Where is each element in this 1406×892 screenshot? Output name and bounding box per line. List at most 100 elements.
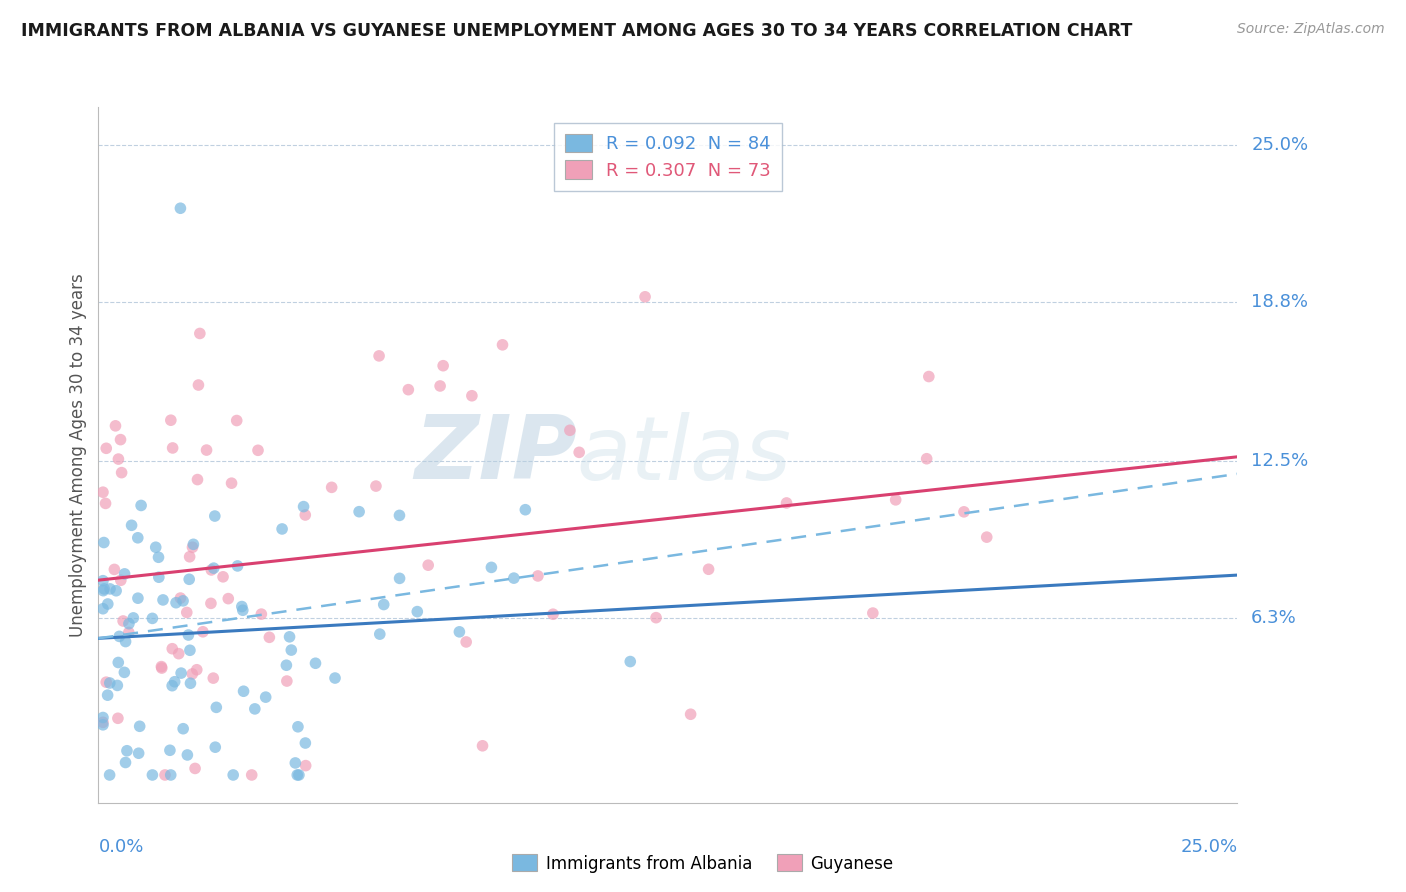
- Point: [170, 666, 193, 681]
- Point: [259, 630, 281, 644]
- Point: [471, 739, 494, 753]
- Point: [105, 583, 128, 598]
- Point: [225, 413, 247, 427]
- Point: [172, 594, 194, 608]
- Point: [406, 605, 429, 619]
- Point: [204, 509, 226, 524]
- Point: [527, 569, 550, 583]
- Point: [152, 593, 174, 607]
- Point: [284, 756, 307, 770]
- Point: [243, 702, 266, 716]
- Point: [205, 700, 228, 714]
- Point: [619, 655, 641, 669]
- Point: [148, 550, 170, 565]
- Point: [91, 718, 114, 732]
- Point: [184, 761, 207, 775]
- Point: [294, 736, 316, 750]
- Point: [150, 661, 173, 675]
- Point: [288, 768, 311, 782]
- Point: [491, 338, 513, 352]
- Point: [884, 492, 907, 507]
- Point: [127, 531, 149, 545]
- Point: [160, 679, 183, 693]
- Point: [304, 657, 326, 671]
- Point: [188, 326, 211, 341]
- Point: [271, 522, 294, 536]
- Y-axis label: Unemployment Among Ages 30 to 34 years: Unemployment Among Ages 30 to 34 years: [69, 273, 87, 637]
- Point: [278, 630, 301, 644]
- Point: [432, 359, 454, 373]
- Point: [191, 624, 214, 639]
- Point: [368, 349, 391, 363]
- Point: [186, 473, 208, 487]
- Point: [195, 443, 218, 458]
- Point: [347, 505, 370, 519]
- Point: [107, 711, 129, 725]
- Point: [98, 582, 121, 596]
- Text: atlas: atlas: [576, 412, 792, 498]
- Point: [204, 740, 226, 755]
- Point: [292, 500, 315, 514]
- Point: [479, 560, 502, 574]
- Point: [247, 443, 270, 458]
- Point: [163, 674, 186, 689]
- Text: 18.8%: 18.8%: [1251, 293, 1308, 310]
- Point: [91, 485, 114, 500]
- Point: [222, 768, 245, 782]
- Point: [167, 647, 190, 661]
- Point: [98, 768, 121, 782]
- Point: [129, 499, 152, 513]
- Point: [364, 479, 387, 493]
- Point: [148, 570, 170, 584]
- Point: [162, 641, 184, 656]
- Point: [121, 518, 143, 533]
- Point: [93, 535, 115, 549]
- Point: [862, 606, 884, 620]
- Point: [172, 722, 194, 736]
- Point: [159, 768, 181, 782]
- Point: [179, 572, 201, 586]
- Point: [145, 541, 167, 555]
- Point: [122, 611, 145, 625]
- Point: [187, 378, 209, 392]
- Point: [287, 720, 309, 734]
- Point: [232, 684, 254, 698]
- Point: [112, 665, 135, 680]
- Point: [976, 530, 998, 544]
- Text: IMMIGRANTS FROM ALBANIA VS GUYANESE UNEMPLOYMENT AMONG AGES 30 TO 34 YEARS CORRE: IMMIGRANTS FROM ALBANIA VS GUYANESE UNEM…: [21, 22, 1132, 40]
- Point: [181, 667, 204, 681]
- Point: [679, 707, 702, 722]
- Point: [250, 607, 273, 621]
- Point: [169, 201, 191, 215]
- Point: [97, 688, 120, 702]
- Text: ZIP: ZIP: [413, 411, 576, 499]
- Point: [153, 768, 176, 782]
- Point: [294, 508, 316, 522]
- Point: [114, 756, 136, 770]
- Text: 6.3%: 6.3%: [1251, 609, 1296, 627]
- Point: [93, 582, 115, 596]
- Point: [200, 563, 222, 577]
- Text: Source: ZipAtlas.com: Source: ZipAtlas.com: [1237, 22, 1385, 37]
- Point: [953, 505, 976, 519]
- Point: [396, 383, 419, 397]
- Point: [212, 570, 235, 584]
- Point: [114, 566, 136, 581]
- Point: [128, 746, 150, 760]
- Point: [107, 656, 129, 670]
- Point: [200, 596, 222, 610]
- Point: [515, 502, 537, 516]
- Point: [915, 451, 938, 466]
- Point: [91, 601, 114, 615]
- Legend: Immigrants from Albania, Guyanese: Immigrants from Albania, Guyanese: [506, 847, 900, 880]
- Point: [186, 663, 208, 677]
- Point: [97, 597, 120, 611]
- Point: [373, 598, 395, 612]
- Point: [91, 715, 114, 730]
- Point: [285, 768, 308, 782]
- Point: [107, 452, 129, 467]
- Text: 25.0%: 25.0%: [1251, 136, 1309, 154]
- Point: [456, 635, 478, 649]
- Point: [429, 379, 451, 393]
- Point: [217, 591, 239, 606]
